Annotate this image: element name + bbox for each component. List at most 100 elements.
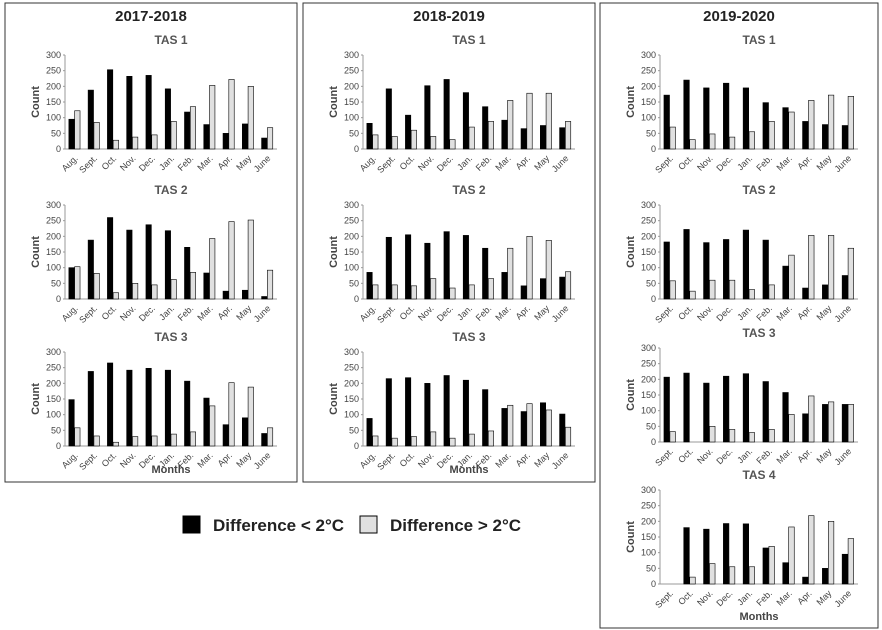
bar: [808, 395, 815, 443]
bar: [545, 409, 552, 447]
bar: [742, 87, 750, 150]
y-tick-label: 300: [344, 347, 359, 357]
bar: [164, 369, 171, 447]
x-tick-label: Apr.: [795, 153, 813, 171]
bar: [145, 75, 152, 150]
bar: [385, 236, 392, 300]
y-tick-label: 300: [344, 200, 359, 210]
y-tick-label: 0: [354, 144, 359, 154]
bar: [247, 86, 254, 150]
x-tick-label: Sept.: [653, 446, 675, 468]
y-tick-label: 100: [344, 113, 359, 123]
x-tick-label: Oct.: [676, 153, 695, 172]
x-tick-label: Feb.: [754, 303, 774, 323]
bar: [788, 254, 795, 300]
x-tick-label: Aug.: [60, 153, 80, 173]
bar: [132, 283, 139, 300]
x-tick-label: Jan.: [735, 153, 754, 172]
panel-frame: [599, 2, 879, 629]
x-tick-label: Oct.: [398, 153, 417, 172]
x-tick-label: Dec.: [137, 153, 157, 173]
legend-label: Difference > 2°C: [390, 516, 521, 535]
y-tick-label: 0: [651, 579, 656, 589]
y-tick-label: 0: [56, 441, 61, 451]
bar: [261, 296, 268, 300]
x-tick-label: Dec.: [137, 303, 157, 323]
x-tick-label: Feb.: [754, 446, 774, 466]
bar: [827, 401, 835, 443]
bar: [847, 404, 854, 443]
x-tick-label: May: [532, 450, 551, 469]
bar: [827, 94, 835, 150]
bar: [782, 562, 789, 585]
y-axis-label: Count: [30, 86, 42, 118]
bar: [228, 382, 235, 447]
bar: [709, 279, 716, 300]
y-tick-label: 100: [344, 410, 359, 420]
bar: [788, 111, 795, 150]
x-tick-label: Jan.: [735, 303, 754, 322]
y-tick-label: 0: [651, 144, 656, 154]
x-tick-label: Jan.: [157, 153, 176, 172]
x-tick-label: Nov.: [695, 588, 715, 608]
y-tick-label: 300: [641, 200, 656, 210]
bar: [87, 89, 94, 150]
y-tick-label: 250: [641, 66, 656, 76]
y-tick-label: 250: [46, 216, 61, 226]
bar: [847, 96, 854, 150]
bar: [723, 523, 730, 585]
y-tick-label: 100: [46, 263, 61, 273]
x-tick-label: May: [814, 588, 833, 607]
y-tick-label: 0: [56, 144, 61, 154]
x-tick-label: June: [252, 153, 273, 174]
bar: [145, 367, 152, 447]
x-tick-label: Dec.: [714, 588, 734, 608]
y-axis-label: Count: [328, 86, 340, 118]
bar: [788, 414, 795, 443]
x-tick-label: Mar.: [774, 153, 793, 172]
panel-frame: [302, 2, 596, 483]
y-tick-label: 100: [641, 113, 656, 123]
bar: [559, 127, 566, 150]
bar: [802, 287, 809, 300]
x-tick-label: Dec.: [435, 153, 455, 173]
bar: [748, 131, 755, 150]
x-tick-label: Sept.: [653, 153, 675, 175]
bar: [242, 123, 249, 150]
y-tick-label: 0: [354, 294, 359, 304]
y-tick-label: 50: [646, 421, 656, 431]
y-tick-label: 200: [641, 516, 656, 526]
y-tick-label: 50: [51, 425, 61, 435]
x-tick-label: Mar.: [493, 153, 512, 172]
bar: [449, 437, 456, 447]
y-tick-label: 100: [641, 548, 656, 558]
x-tick-label: Aug.: [358, 303, 378, 323]
bar: [526, 236, 533, 300]
subplot-title: TAS 1: [154, 33, 187, 47]
bar: [112, 139, 119, 150]
y-axis-label: Count: [625, 379, 637, 411]
y-tick-label: 50: [349, 128, 359, 138]
bar: [709, 133, 716, 150]
bar: [228, 221, 235, 300]
subplot-title: TAS 1: [452, 33, 485, 47]
bar: [748, 432, 755, 443]
y-tick-label: 50: [51, 128, 61, 138]
legend-swatch: [182, 515, 201, 534]
bar: [487, 278, 494, 300]
y-tick-label: 150: [46, 97, 61, 107]
y-tick-label: 50: [646, 128, 656, 138]
x-tick-label: Oct.: [676, 588, 695, 607]
bar: [366, 418, 373, 447]
x-tick-label: Feb.: [754, 153, 774, 173]
x-tick-label: Nov.: [695, 303, 715, 323]
bar: [540, 125, 547, 150]
y-tick-label: 250: [46, 66, 61, 76]
bar: [689, 576, 696, 585]
x-tick-label: Dec.: [714, 303, 734, 323]
bar: [808, 515, 815, 585]
y-tick-label: 300: [46, 347, 61, 357]
bar: [847, 247, 854, 300]
x-tick-label: Feb.: [474, 303, 494, 323]
bar: [822, 284, 829, 300]
